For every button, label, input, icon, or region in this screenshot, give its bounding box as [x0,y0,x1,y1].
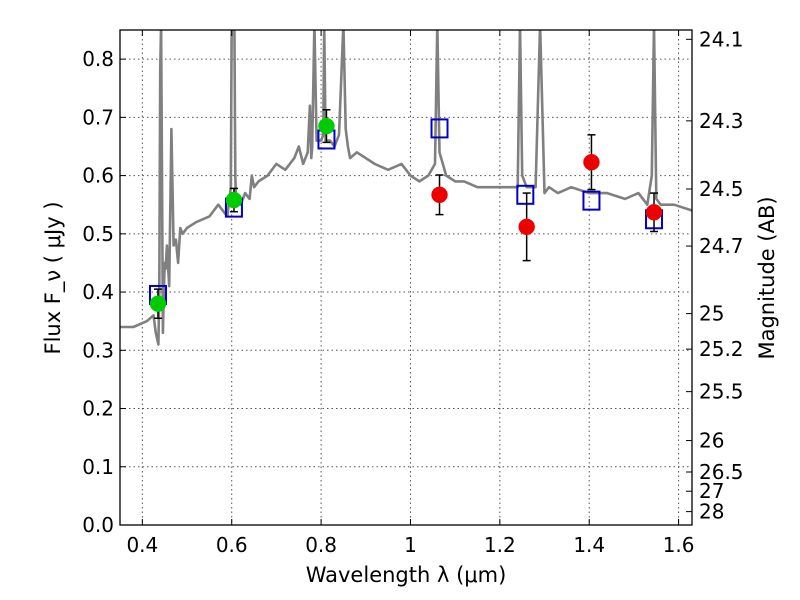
ticks: 0.4 0.6 0.8 1 1.2 1.4 1.6 0.0 0.1 0.2 0.3 0.4 0.5 0.6… [82,27,743,557]
y-tick-label: 0.2 [82,397,114,421]
y-tick-label: 0.0 [82,513,114,537]
right-tick-label: 24.3 [699,109,744,133]
right-tick-label: 25.5 [699,380,744,404]
right-tick-label: 27 [699,479,724,503]
y-tick-label: 0.8 [82,47,114,71]
right-tick-label: 24.5 [699,177,744,201]
optical-observation-point [318,117,335,135]
x-axis-title: Wavelength λ (μm) [306,563,507,587]
y-axis-title: Flux F_ν ( μJy ) [41,201,66,354]
spectrum-layer [120,30,692,346]
y-tick-label: 0.5 [82,222,114,246]
nir-observation-point [645,204,663,221]
right-tick-label: 25 [699,302,724,326]
x-tick-label: 1.2 [484,533,516,557]
y-tick-label: 0.6 [82,164,114,188]
right-tick-label: 28 [699,500,724,524]
y-tick-label: 0.3 [82,338,114,362]
right-tick-label: 26 [699,429,724,453]
x-tick-label: 1 [404,533,417,557]
right-axis-title: Magnitude (AB) [755,196,779,359]
model-photometry-square [516,184,535,205]
x-tick-label: 0.6 [216,533,248,557]
x-tick-label: 1.4 [573,533,605,557]
model-photometry-square [582,190,601,211]
nir-observation-point [431,186,448,204]
right-tick-label: 24.1 [699,27,744,51]
optical-observation-point [225,191,243,209]
nir-observation-point [583,153,600,171]
right-tick-label: 25.2 [699,337,744,361]
nir-observation-point [518,218,535,236]
grid [120,30,692,526]
y-tick-label: 0.1 [82,455,114,479]
x-tick-label: 0.4 [126,533,158,557]
marker-layer [148,109,664,320]
plot-frame [119,29,693,526]
y-tick-label: 0.7 [82,105,114,129]
right-tick-label: 24.7 [699,234,744,258]
model-photometry-square [430,118,449,139]
right-tick-label: 26.5 [699,460,744,484]
optical-observation-point [149,295,167,312]
x-tick-label: 0.8 [305,533,337,557]
x-tick-label: 1.6 [663,533,695,557]
spectrum-line [120,30,692,346]
y-tick-label: 0.4 [82,280,114,304]
